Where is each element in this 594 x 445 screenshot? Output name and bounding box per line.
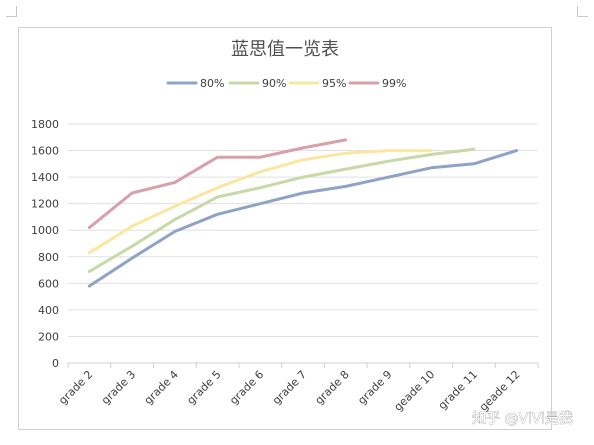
page-corner-mark-left	[6, 6, 17, 17]
y-tick-labels: 0 200 400 600 800 1000 1200 1400 1600 1800	[31, 118, 59, 370]
series-line-80%	[87, 149, 519, 288]
x-tick-label: grade 2	[56, 368, 95, 407]
x-tick-label: grade 4	[142, 368, 181, 407]
y-tick-label: 1400	[31, 171, 59, 184]
legend-label: 99%	[382, 77, 406, 90]
x-axis	[67, 362, 539, 368]
series-line-95%	[87, 149, 433, 255]
x-tick-label: geade 12	[477, 368, 523, 414]
legend: 80% 90% 95% 99%	[166, 77, 406, 90]
legend-label: 80%	[200, 77, 224, 90]
y-tick-label: 0	[52, 357, 59, 370]
x-tick-label: geade 10	[392, 368, 438, 414]
y-tick-label: 800	[38, 251, 59, 264]
y-tick-label: 600	[38, 277, 59, 290]
x-tick-labels: grade 2 grade 3 grade 4 grade 5 grade 6 grade…	[56, 368, 523, 414]
x-tick-label: grade 8	[313, 368, 352, 407]
x-tick-label: grade 9	[355, 368, 394, 407]
x-tick-label: grade 6	[227, 368, 266, 407]
series-line-99%	[87, 138, 348, 230]
series-lines	[87, 138, 519, 288]
y-tick-label: 1600	[31, 145, 59, 158]
gridlines	[68, 123, 538, 337]
y-tick-label: 400	[38, 304, 59, 317]
x-tick-label: grade 11	[436, 368, 480, 412]
y-tick-label: 1200	[31, 198, 59, 211]
legend-label: 95%	[322, 77, 346, 90]
y-tick-label: 1000	[31, 224, 59, 237]
watermark-text: 知乎 @ViVi是我	[472, 410, 573, 427]
x-tick-label: grade 3	[99, 368, 138, 407]
y-tick-label: 200	[38, 330, 59, 343]
x-tick-label: grade 5	[184, 368, 223, 407]
legend-label: 90%	[262, 77, 286, 90]
series-line-90%	[87, 147, 476, 273]
chart-title: 蓝思值一览表	[231, 39, 339, 60]
x-tick-label: grade 7	[270, 368, 309, 407]
page-corner-mark-right	[577, 6, 588, 17]
y-tick-label: 1800	[31, 118, 59, 131]
